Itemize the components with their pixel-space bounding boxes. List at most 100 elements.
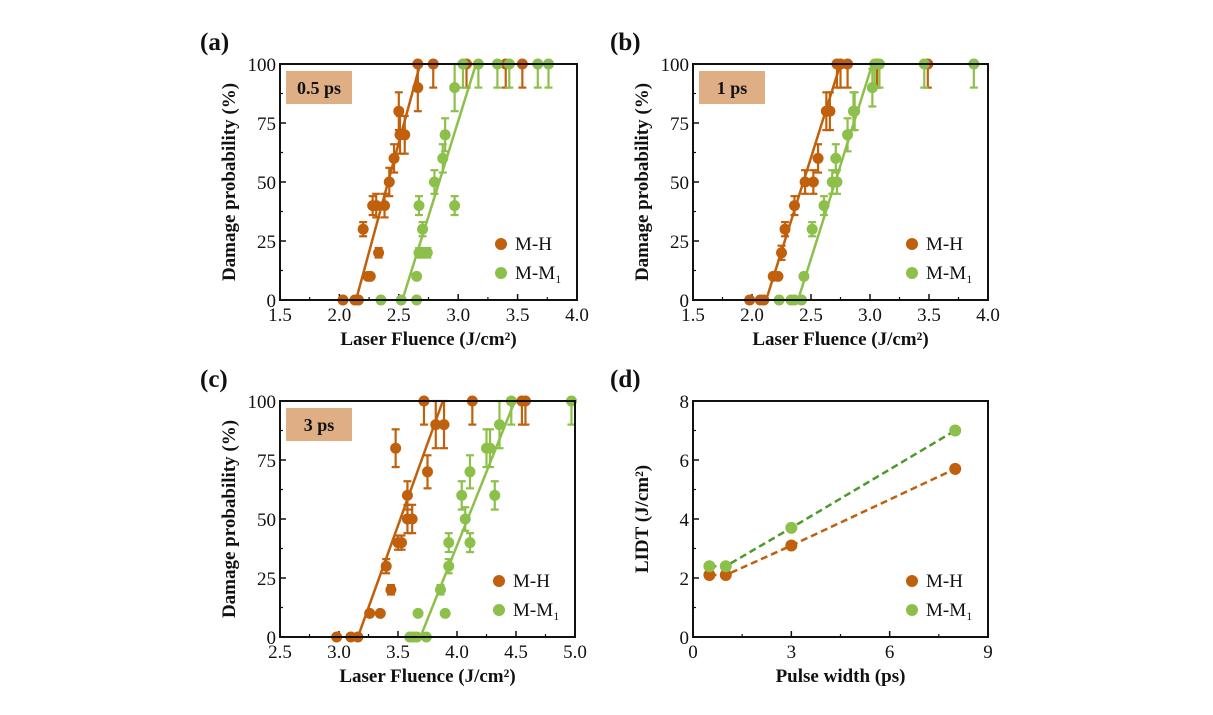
data-point (949, 424, 962, 437)
data-point (456, 489, 468, 501)
y-tick-label: 25 (257, 569, 276, 590)
x-tick-label: 3.5 (917, 305, 941, 326)
x-tick-label: 9 (983, 642, 993, 663)
data-point (370, 200, 382, 212)
data-point (411, 270, 423, 282)
legend-label: M-M₁ (515, 263, 562, 284)
panel-d: (d) 0 3 6 9 0 2 4 6 8 Pulse width (ps) LIDT (J/cm²)… (610, 366, 993, 687)
legend-marker (906, 267, 918, 279)
x-axis-title: Laser Fluence (J/cm²) (339, 666, 515, 687)
series-m-h (331, 395, 531, 643)
data-point (399, 129, 411, 141)
plot-frame (692, 63, 989, 301)
x-tick-label: 2.0 (328, 305, 352, 326)
x-tick-label: 5.0 (563, 642, 587, 663)
y-tick-label: 50 (257, 510, 276, 531)
data-point (830, 152, 842, 164)
data-point (449, 200, 461, 212)
data-point (443, 537, 455, 549)
y-tick-label: 25 (670, 232, 689, 253)
data-point (464, 537, 476, 549)
series-line (709, 429, 956, 568)
legend: M-H M-M₁ (495, 234, 562, 284)
y-tick-label: 50 (670, 173, 689, 194)
data-point (428, 176, 440, 188)
panel-c: (c) 2.5 3.0 3.5 4.0 4.5 5.0 0 25 50 75 100 Laser Flu… (200, 366, 587, 687)
data-point (949, 462, 962, 475)
x-tick-label: 2.5 (268, 642, 292, 663)
legend-label: M-H (515, 234, 552, 255)
data-point (842, 129, 854, 141)
y-axis-title: Damage probability (%) (219, 420, 240, 618)
data-point (464, 466, 476, 478)
legend-marker (493, 575, 505, 587)
x-tick-label: 4.0 (445, 642, 469, 663)
plot-frame (279, 63, 578, 301)
data-point (434, 584, 446, 596)
legend-marker (493, 604, 505, 616)
data-point (393, 105, 405, 117)
y-tick-label: 75 (670, 114, 689, 135)
fit-line (356, 400, 445, 638)
x-tick-label: 6 (885, 642, 895, 663)
data-point (703, 560, 716, 573)
y-tick-label: 0 (680, 628, 690, 649)
pulse-width-badge (699, 71, 765, 104)
y-tick-label: 0 (267, 291, 277, 312)
series-m-m1 (375, 58, 554, 306)
data-point (799, 176, 811, 188)
data-point (401, 489, 413, 501)
data-point (390, 442, 402, 454)
y-tick-label: 8 (680, 392, 690, 413)
y-axis-title: Damage probability (%) (219, 83, 240, 281)
series-m-m1 (703, 424, 962, 573)
y-axis-title: LIDT (J/cm²) (632, 465, 653, 573)
x-tick-label: 4.5 (504, 642, 528, 663)
data-point (421, 247, 433, 259)
y-tick-label: 100 (661, 55, 690, 76)
y-tick-label: 50 (257, 173, 276, 194)
y-tick-label: 100 (248, 392, 277, 413)
data-point (422, 466, 433, 478)
x-axis-title: Laser Fluence (J/cm²) (752, 329, 928, 350)
data-point (703, 569, 716, 582)
legend-marker (906, 575, 918, 587)
data-point (788, 200, 800, 212)
data-point (439, 607, 451, 619)
x-tick-label: 2.0 (740, 305, 764, 326)
legend-label: M-H (926, 571, 963, 592)
data-point (807, 176, 819, 188)
x-tick-label: 2.5 (799, 305, 823, 326)
data-point (719, 569, 732, 582)
data-point (417, 223, 429, 235)
data-point (824, 105, 836, 117)
data-point (493, 419, 505, 431)
data-point (413, 200, 425, 212)
y-tick-label: 0 (680, 291, 690, 312)
legend: M-H M-M₁ (906, 234, 973, 284)
data-point (357, 223, 369, 235)
y-tick-label: 2 (680, 569, 690, 590)
x-tick-label: 2.5 (387, 305, 411, 326)
legend: M-H M-M₁ (906, 571, 973, 621)
legend-label: M-H (926, 234, 963, 255)
series-m-h (744, 58, 934, 306)
legend-label: M-M₁ (926, 600, 973, 621)
legend-marker (495, 238, 507, 250)
data-point (785, 539, 798, 552)
x-tick-label: 3 (787, 642, 797, 663)
data-point (489, 489, 501, 501)
x-tick-label: 4.0 (565, 305, 589, 326)
data-point (374, 607, 386, 619)
plot-frame (279, 400, 576, 638)
data-point (396, 537, 408, 549)
data-point (772, 270, 784, 282)
data-point (406, 513, 418, 525)
pulse-width-badge (286, 408, 352, 441)
data-point (818, 200, 830, 212)
panel-b: (b) 1.5 2.0 2.5 3.0 3.5 4.0 0 25 50 75 100 Laser Flu… (610, 29, 1000, 350)
x-axis-title: Laser Fluence (J/cm²) (340, 329, 516, 350)
x-axis-title: Pulse width (ps) (776, 666, 906, 687)
data-point (412, 607, 424, 619)
